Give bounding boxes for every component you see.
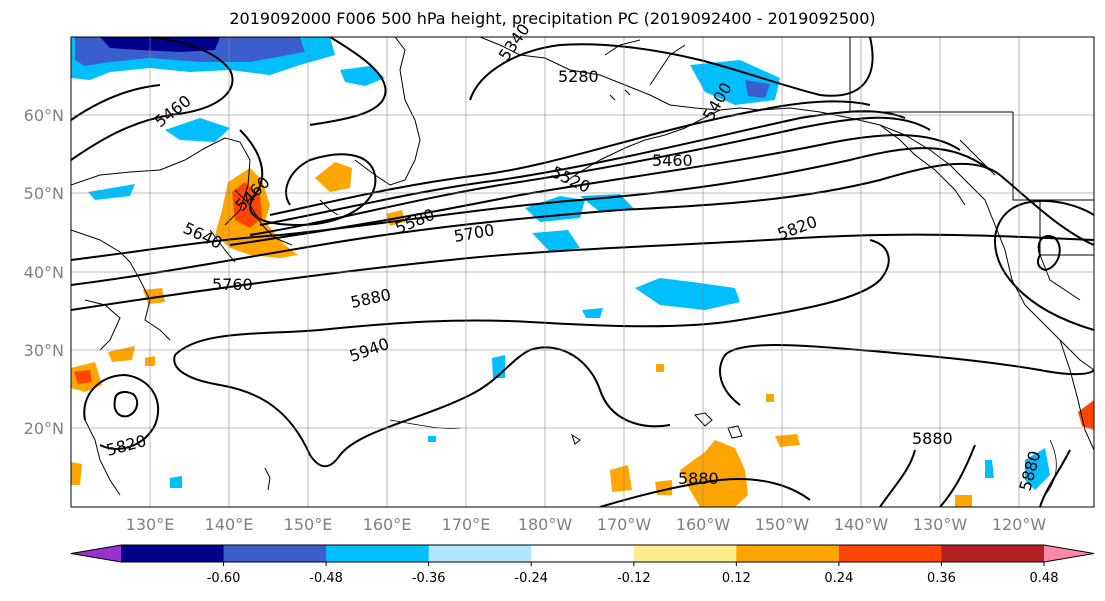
- lat-label: 30°N: [24, 341, 64, 360]
- map-frame: [70, 36, 1095, 508]
- colorbar-segment: [326, 545, 430, 562]
- colorbar: -0.60 -0.48 -0.36 -0.24 -0.12 0.12 0.24 0.36 0.4…: [70, 544, 1095, 586]
- colorbar-tick-label: 0.24: [824, 571, 853, 586]
- colorbar-segment: [633, 545, 737, 562]
- contour-label: 5880: [912, 429, 953, 448]
- colorbar-tick-label: 0.12: [722, 571, 751, 586]
- colorbar-tick-label: -0.12: [617, 571, 651, 586]
- lon-labels: 130°E 140°E 150°E 160°E 170°E 180°W 170°…: [126, 515, 1047, 534]
- colorbar-segment: [736, 545, 840, 562]
- colorbar-segment: [838, 545, 942, 562]
- lon-label: 130°W: [913, 515, 968, 534]
- colorbar-segment: [428, 545, 532, 562]
- lon-label: 160°W: [676, 515, 731, 534]
- lat-label: 50°N: [24, 184, 64, 203]
- lon-label: 180°W: [518, 515, 573, 534]
- lat-labels: 60°N 50°N 40°N 30°N 20°N: [24, 106, 64, 438]
- gridlines: [71, 37, 1094, 507]
- colorbar-tick-label: -0.24: [514, 571, 548, 586]
- contour-label: 5760: [212, 275, 253, 294]
- contour-label: 5280: [558, 67, 599, 86]
- colorbar-extend-max: [1044, 545, 1094, 562]
- colorbar-outline: [70, 544, 1095, 563]
- lon-label: 120°W: [992, 515, 1047, 534]
- colorbar-segment: [531, 545, 635, 562]
- colorbar-tick-label: 0.48: [1030, 571, 1059, 586]
- map-title: 2019092000 F006 500 hPa height, precipit…: [229, 9, 876, 28]
- lon-label: 170°E: [442, 515, 491, 534]
- colorbar-segment: [121, 545, 225, 562]
- colorbar-tick-label: -0.48: [309, 571, 343, 586]
- lon-label: 170°W: [597, 515, 652, 534]
- lat-label: 20°N: [24, 419, 64, 438]
- colorbar-segment: [941, 545, 1045, 562]
- height-contours: [71, 37, 1094, 507]
- contour-label: 5880: [678, 469, 719, 488]
- colorbar-tick-label: -0.36: [412, 571, 446, 586]
- lon-label: 140°W: [834, 515, 889, 534]
- colorbar-tick-label: -0.60: [207, 571, 241, 586]
- coastlines: [71, 37, 1094, 496]
- colorbar-extend-min: [71, 545, 121, 562]
- lat-label: 40°N: [24, 263, 64, 282]
- lon-label: 150°W: [755, 515, 810, 534]
- lon-label: 130°E: [126, 515, 175, 534]
- contour-label: 5460: [652, 151, 693, 170]
- colorbar-segment: [223, 545, 327, 562]
- lat-label: 60°N: [24, 106, 64, 125]
- colorbar-tick-label: 0.36: [927, 571, 956, 586]
- lon-label: 160°E: [363, 515, 412, 534]
- lon-label: 140°E: [205, 515, 254, 534]
- lon-label: 150°E: [284, 515, 333, 534]
